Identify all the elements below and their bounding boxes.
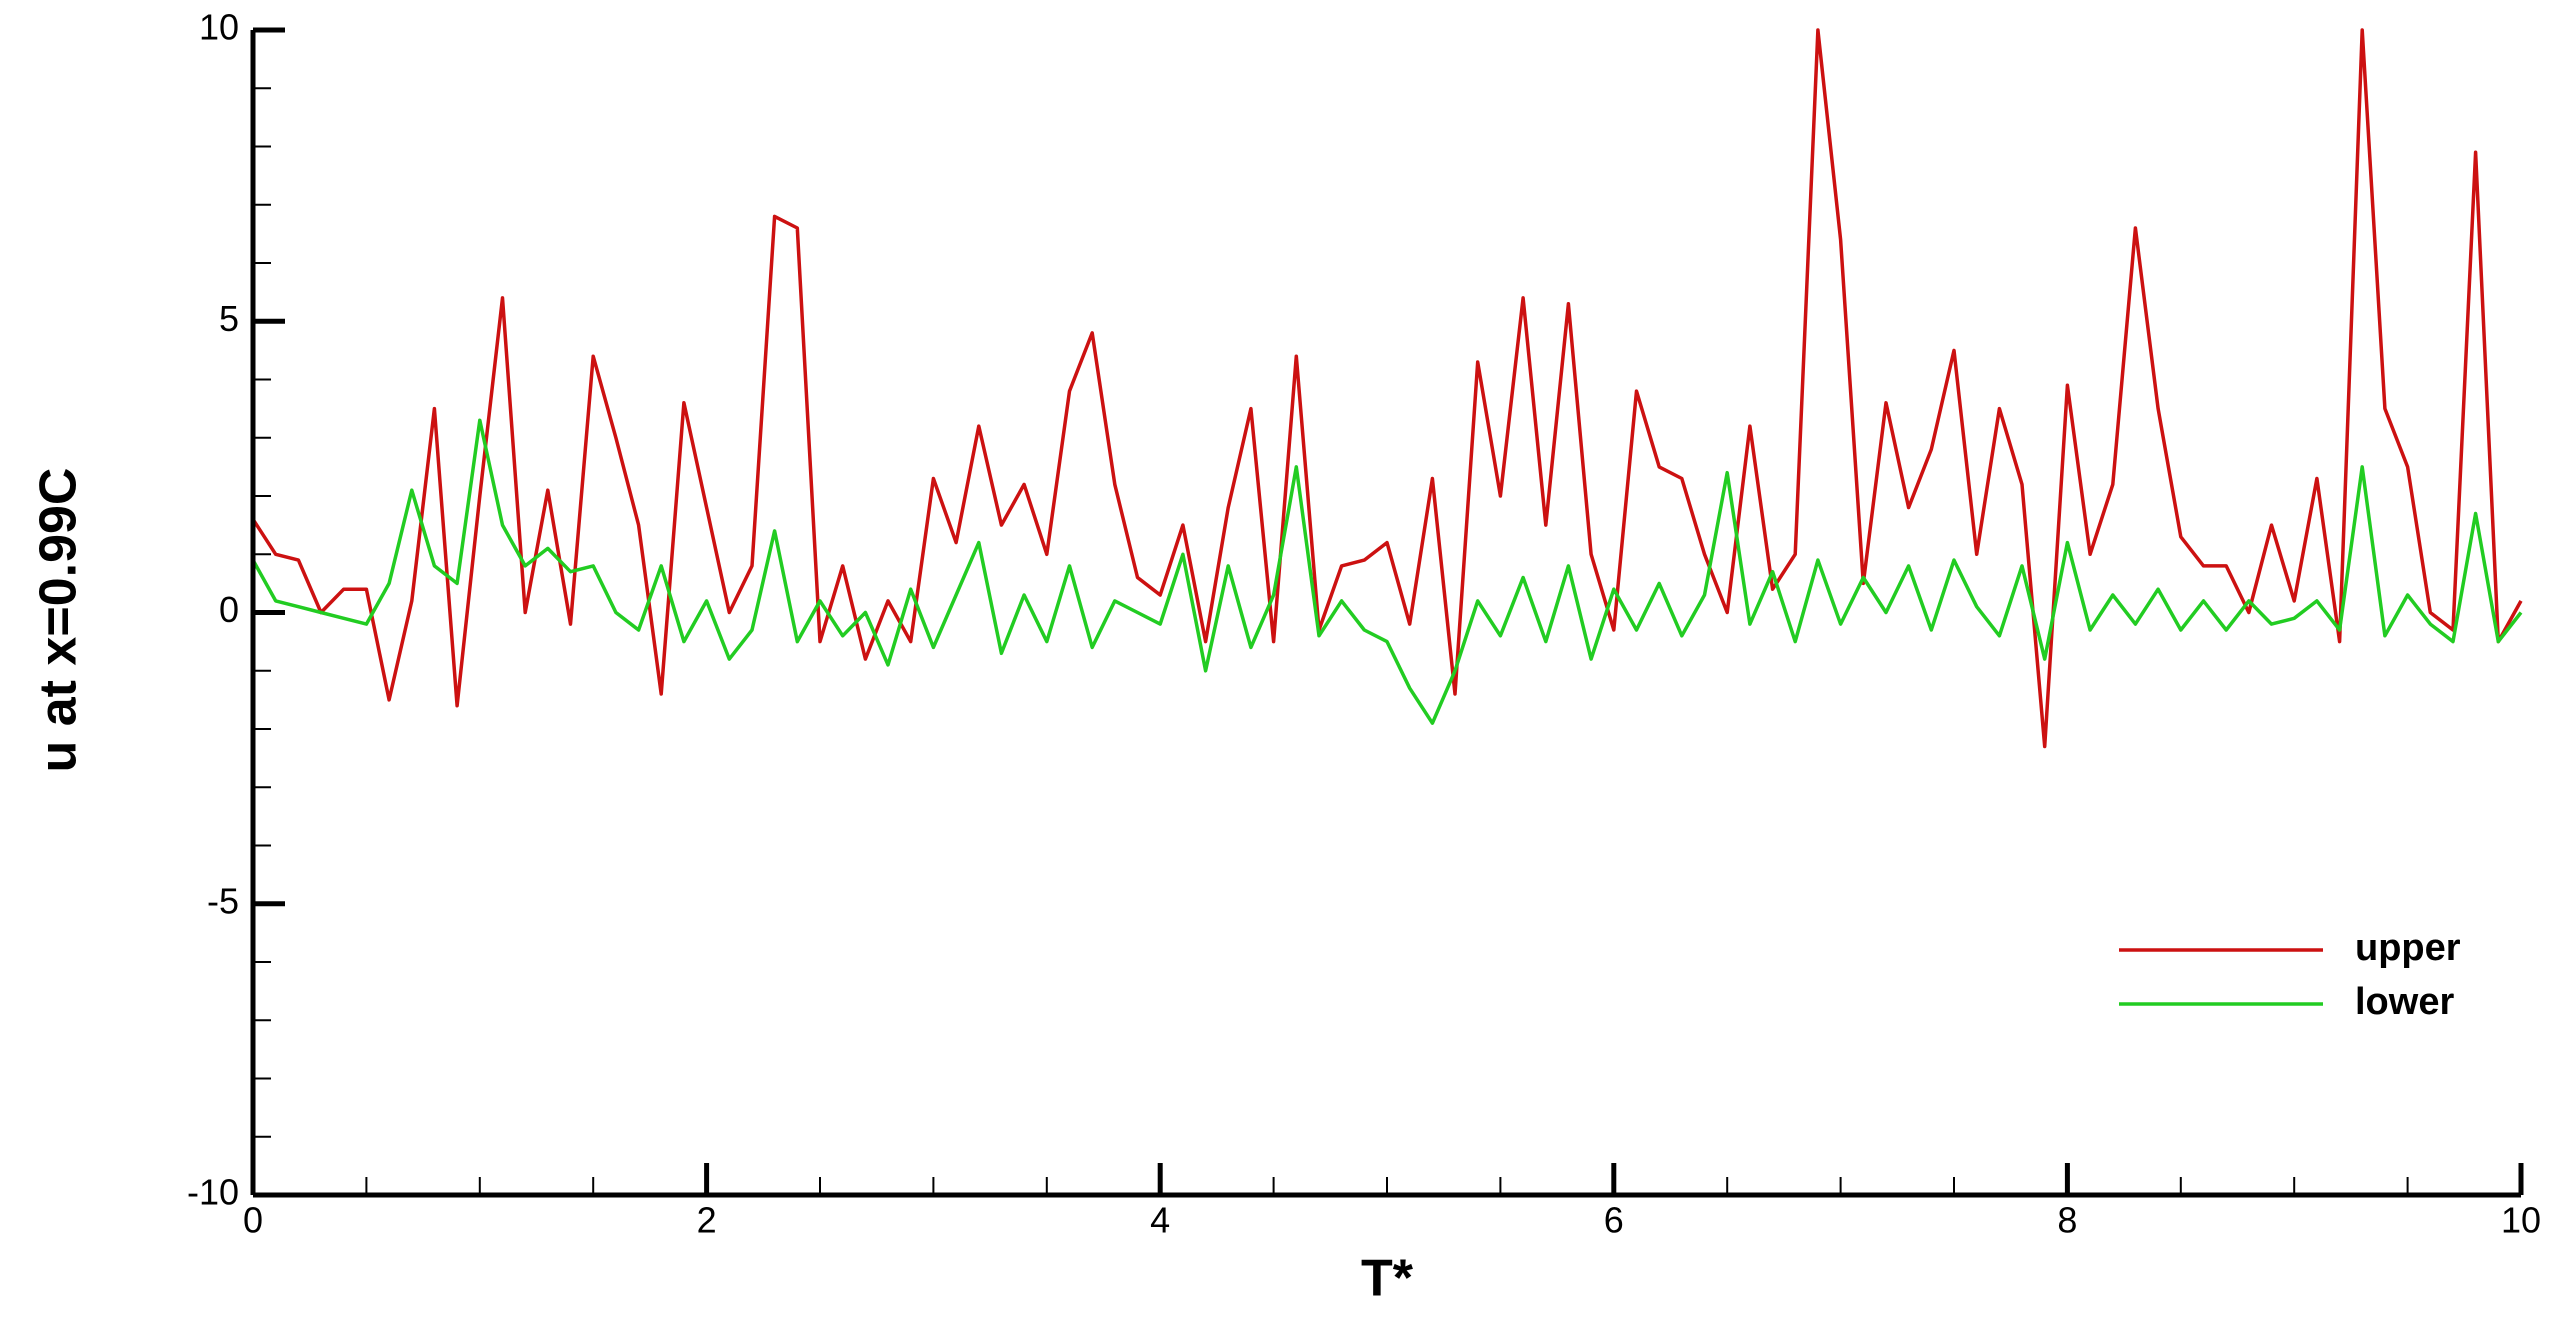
legend-label: lower: [2355, 981, 2454, 1023]
x-tick-label: 2: [697, 1200, 717, 1241]
y-tick-label: -10: [187, 1172, 239, 1213]
data-line: [251, 28, 2523, 749]
y-tick-label: 5: [219, 298, 239, 339]
x-tick-label: 4: [1150, 1200, 1170, 1241]
x-tick-label: 10: [2501, 1200, 2541, 1241]
x-tick-label: 0: [243, 1200, 263, 1241]
legend-label: upper: [2355, 927, 2461, 969]
y-tick-label: -5: [207, 880, 239, 921]
y-tick-label: 0: [219, 589, 239, 630]
y-axis-label: u at x=0.99C: [30, 468, 88, 773]
data-line: [251, 418, 2523, 725]
y-tick-label: 10: [199, 7, 239, 48]
x-tick-label: 8: [2057, 1200, 2077, 1241]
x-axis-label: T*: [1361, 1250, 1414, 1308]
x-tick-label: 6: [1604, 1200, 1624, 1241]
